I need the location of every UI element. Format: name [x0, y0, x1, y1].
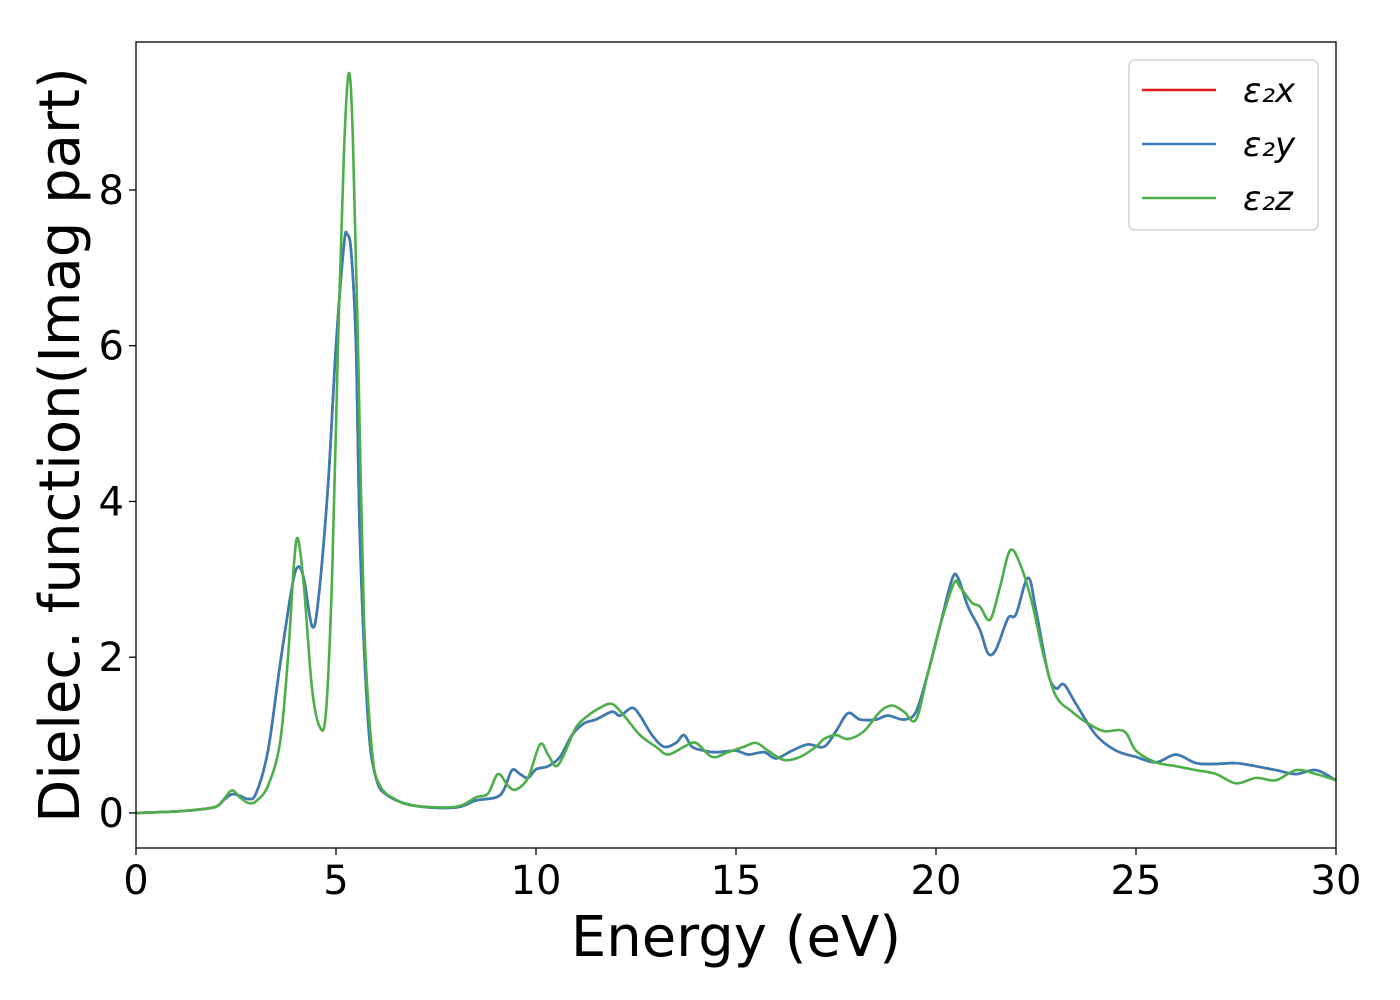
series-line-3 [136, 71, 1336, 815]
y-tick-label: 4 [99, 479, 124, 525]
y-axis: 0 2 4 6 8 [99, 168, 136, 837]
x-axis-title: Energy (eV) [571, 905, 901, 970]
series-line-1 [136, 230, 1336, 815]
x-tick-label: 5 [323, 858, 348, 904]
x-tick-label: 10 [511, 858, 562, 904]
legend-label-1: ε₂x [1243, 71, 1296, 111]
y-tick-label: 0 [99, 791, 124, 837]
y-tick-label: 2 [99, 635, 124, 681]
x-tick-label: 25 [1111, 858, 1162, 904]
legend-label-2: ε₂y [1243, 125, 1296, 165]
y-tick-label: 8 [99, 168, 124, 214]
legend: ε₂x ε₂y ε₂z [1128, 59, 1319, 231]
series-layer [136, 71, 1336, 815]
series-line-2 [136, 230, 1336, 815]
legend-box [1128, 59, 1319, 231]
y-axis-title: Dielec. function(Imag part) [28, 67, 93, 823]
y-tick-label: 6 [99, 324, 124, 370]
x-tick-label: 20 [911, 858, 962, 904]
x-tick-label: 15 [711, 858, 762, 904]
legend-label-3: ε₂z [1243, 179, 1294, 219]
x-axis: 0 5 10 15 20 25 30 [123, 848, 1361, 904]
x-tick-label: 30 [1311, 858, 1362, 904]
x-tick-label: 0 [123, 858, 148, 904]
